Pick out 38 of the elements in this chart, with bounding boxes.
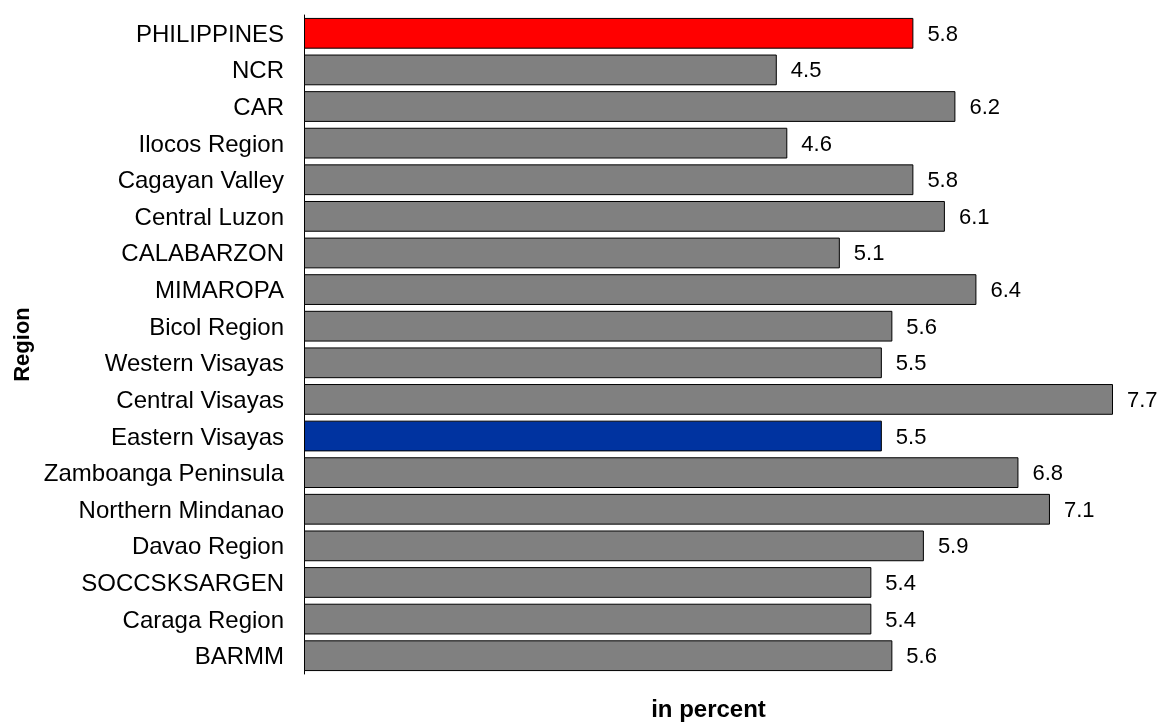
y-tick-label: MIMAROPA <box>155 276 284 304</box>
x-axis-title: in percent <box>651 694 766 722</box>
data-label: 4.5 <box>790 57 822 83</box>
data-label: 6.8 <box>1032 460 1064 486</box>
data-label: 5.6 <box>906 643 937 669</box>
y-tick-label: Eastern Visayas <box>111 422 284 450</box>
y-tick-label: Western Visayas <box>104 349 284 377</box>
y-tick-label: Northern Mindanao <box>78 495 284 523</box>
y-tick-label: Bicol Region <box>149 312 284 340</box>
data-label: 6.1 <box>958 203 990 229</box>
data-label: 5.1 <box>853 240 885 266</box>
y-tick-label: PHILIPPINES <box>135 19 284 47</box>
data-label: 5.4 <box>885 569 916 595</box>
data-label: 7.1 <box>1063 496 1095 522</box>
y-tick-label: Caraga Region <box>122 605 284 633</box>
data-label: 5.8 <box>927 167 958 193</box>
y-axis-title: Region <box>8 307 34 382</box>
y-tick-label: NCR <box>232 56 284 84</box>
y-tick-label: Central Luzon <box>134 202 284 230</box>
y-tick-label: Central Visayas <box>116 385 284 413</box>
data-label: 7.7 <box>1127 386 1158 412</box>
y-tick-label: SOCCSKSARGEN <box>81 568 284 596</box>
data-label: 5.5 <box>895 350 927 376</box>
y-tick-label: Zamboanga Peninsula <box>43 459 285 487</box>
data-label: 5.6 <box>906 313 937 339</box>
y-tick-label: Ilocos Region <box>138 129 284 157</box>
data-label: 5.9 <box>937 533 969 559</box>
data-label: 6.4 <box>990 277 1022 303</box>
data-label: 6.2 <box>969 94 1000 120</box>
data-label: 5.5 <box>895 423 927 449</box>
y-tick-label: Davao Region <box>131 532 284 560</box>
y-tick-label: CAR <box>233 93 284 121</box>
y-tick-label: Cagayan Valley <box>117 166 284 194</box>
y-tick-label: CALABARZON <box>121 239 284 267</box>
data-label: 5.8 <box>927 20 958 46</box>
y-tick-label: BARMM <box>194 642 284 670</box>
data-label: 4.6 <box>801 130 832 156</box>
data-label: 5.4 <box>885 606 916 632</box>
